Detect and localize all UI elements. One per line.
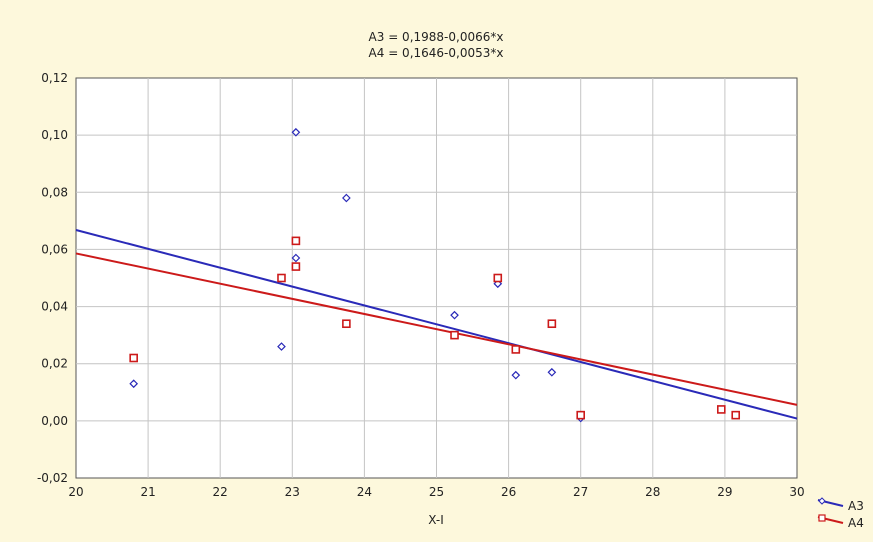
point-a4 bbox=[277, 273, 286, 283]
equation-line-2: A4 = 0,1646-0,0053*x bbox=[369, 46, 504, 60]
x-tick-label: 27 bbox=[573, 485, 588, 499]
point-a3 bbox=[547, 367, 557, 377]
x-tick-label: 25 bbox=[429, 485, 444, 499]
x-tick-label: 23 bbox=[285, 485, 300, 499]
legend-swatch-a3 bbox=[817, 497, 844, 507]
y-tick-label: 0,00 bbox=[41, 414, 68, 428]
point-a4 bbox=[731, 410, 741, 420]
axis-ticks: 20 21 22 23 24 25 26 27 28 29 30 -0,02 0,00 0,02 0,04 0… bbox=[37, 71, 805, 499]
x-tick-label: 20 bbox=[68, 485, 83, 499]
y-tick-label: 0,02 bbox=[41, 357, 68, 371]
point-a3 bbox=[342, 193, 351, 203]
point-a3 bbox=[129, 379, 139, 389]
y-tick-label: -0,02 bbox=[37, 471, 68, 485]
point-a3 bbox=[511, 370, 521, 380]
legend-swatch-a4 bbox=[817, 514, 844, 524]
x-tick-label: 24 bbox=[357, 485, 372, 499]
point-a4 bbox=[291, 236, 301, 246]
y-tick-label: 0,06 bbox=[41, 242, 68, 256]
point-a4 bbox=[576, 410, 586, 420]
point-a4 bbox=[450, 330, 459, 340]
legend-label-a3: A3 bbox=[848, 499, 864, 513]
point-a3 bbox=[291, 127, 301, 137]
y-tick-label: 0,10 bbox=[41, 128, 68, 142]
point-a4 bbox=[511, 345, 521, 354]
fit-lines bbox=[75, 229, 798, 420]
point-a3 bbox=[450, 310, 459, 320]
point-a4 bbox=[291, 262, 301, 271]
point-a3 bbox=[291, 253, 301, 263]
y-tick-label: 0,04 bbox=[41, 300, 68, 314]
point-a3 bbox=[277, 342, 286, 351]
equation-line-1: A3 = 0,1988-0,0066*x bbox=[369, 30, 504, 44]
x-tick-label: 21 bbox=[140, 485, 155, 499]
fit-line-a4 bbox=[75, 252, 798, 406]
point-a4 bbox=[129, 353, 138, 363]
data-points bbox=[129, 127, 741, 423]
legend-label-a4: A4 bbox=[848, 516, 864, 530]
x-tick-label: 30 bbox=[789, 485, 804, 499]
y-tick-label: 0,08 bbox=[41, 185, 68, 199]
fit-line-a3 bbox=[75, 229, 798, 420]
x-tick-label: 22 bbox=[213, 485, 228, 499]
y-tick-label: 0,12 bbox=[41, 71, 68, 85]
point-a4 bbox=[493, 273, 503, 283]
point-a4 bbox=[716, 405, 726, 414]
x-axis-label: X-I bbox=[428, 513, 444, 527]
x-tick-label: 28 bbox=[645, 485, 660, 499]
point-a4 bbox=[547, 319, 557, 329]
x-tick-label: 29 bbox=[717, 485, 732, 499]
point-a4 bbox=[342, 319, 351, 329]
x-tick-label: 26 bbox=[501, 485, 516, 499]
